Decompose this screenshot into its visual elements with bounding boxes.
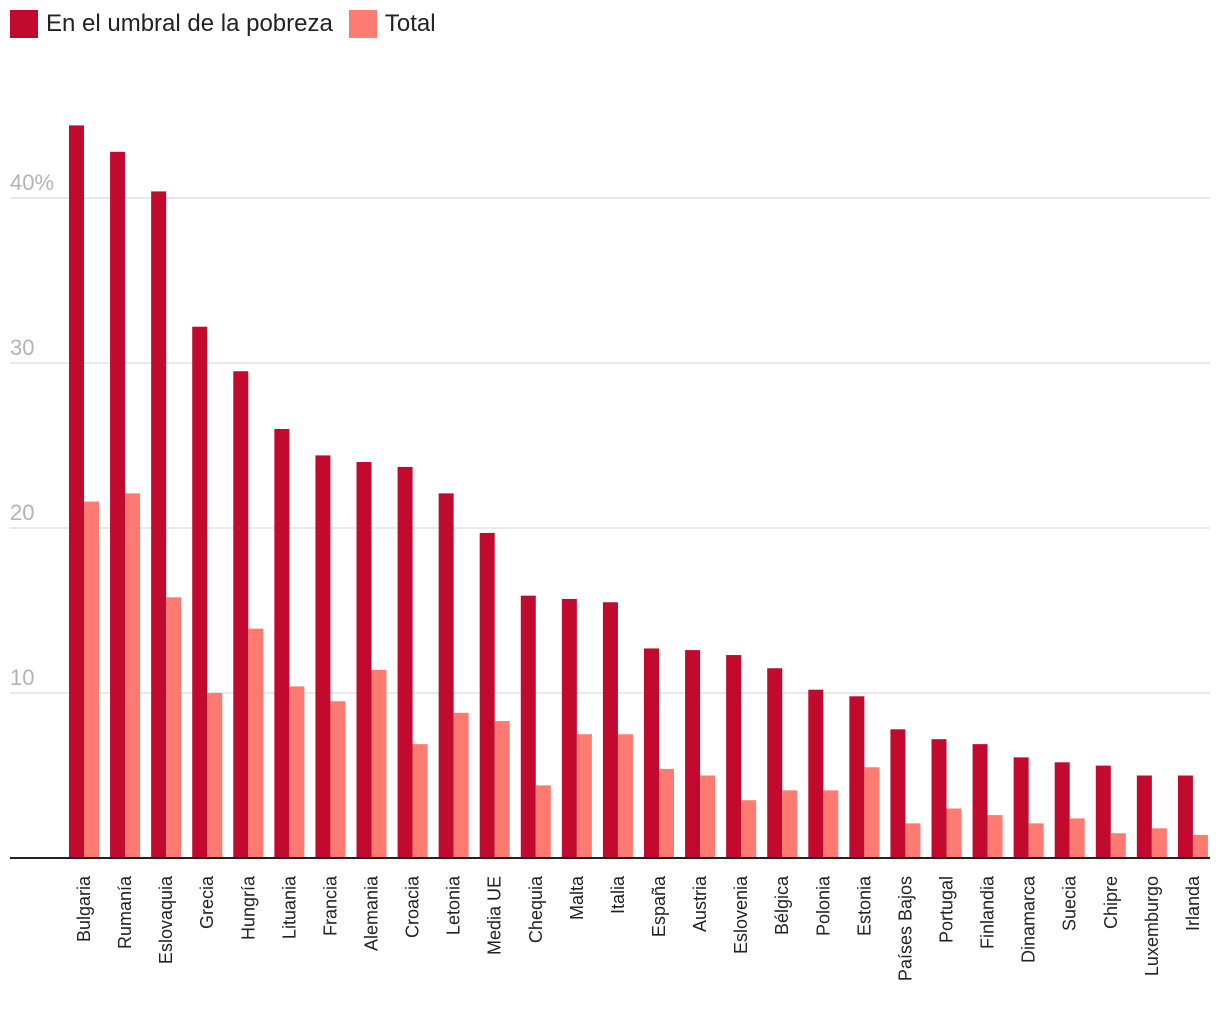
bar-total-6 (330, 701, 346, 858)
bar-umbral-23 (1013, 757, 1029, 858)
bar-total-10 (494, 721, 510, 858)
legend-swatch-umbral (10, 10, 38, 38)
bar-umbral-22 (972, 744, 988, 858)
legend-label-umbral: En el umbral de la pobreza (46, 10, 333, 37)
x-tick-label: Lituania (279, 875, 299, 939)
bar-total-14 (659, 768, 674, 858)
x-tick-label: Chipre (1101, 876, 1121, 929)
bar-total-15 (700, 775, 716, 858)
x-tick-label: Estonia (854, 875, 874, 936)
bar-umbral-9 (438, 493, 454, 858)
x-tick-label: Letonia (444, 875, 464, 935)
x-tick-label: España (649, 875, 669, 937)
x-tick-label: Chequia (526, 875, 546, 943)
y-tick-label: 10 (10, 665, 34, 690)
bar-umbral-25 (1095, 765, 1111, 858)
bar-total-9 (453, 712, 469, 858)
y-tick-label: 30 (10, 335, 34, 360)
bar-total-3 (207, 693, 223, 858)
bar-umbral-17 (767, 668, 783, 858)
bar-total-13 (617, 734, 633, 858)
bar-umbral-14 (644, 648, 659, 858)
bar-total-26 (1151, 828, 1167, 858)
bar-umbral-10 (479, 532, 495, 858)
x-tick-label: Italia (608, 875, 628, 914)
x-tick-label: Francia (320, 875, 340, 936)
bar-total-18 (823, 790, 839, 858)
legend-item-umbral: En el umbral de la pobreza (10, 10, 333, 38)
bar-umbral-20 (890, 729, 906, 858)
bar-total-24 (1069, 818, 1085, 858)
legend: En el umbral de la pobreza Total (10, 10, 452, 38)
x-tick-label: Rumanía (115, 875, 135, 949)
x-tick-label: Irlanda (1183, 875, 1203, 931)
bar-umbral-15 (685, 650, 701, 858)
bar-umbral-26 (1136, 775, 1152, 858)
bar-total-2 (166, 597, 182, 858)
bar-umbral-6 (315, 455, 331, 858)
x-tick-label: Alemania (362, 875, 382, 951)
bar-total-19 (864, 767, 880, 858)
bar-umbral-11 (520, 595, 536, 858)
x-tick-label: Países Bajos (895, 876, 915, 981)
bar-total-22 (987, 815, 1003, 858)
legend-item-total: Total (348, 10, 436, 38)
bar-umbral-24 (1054, 762, 1070, 858)
bar-total-11 (535, 785, 551, 858)
x-tick-label: Bulgaria (74, 875, 94, 942)
bar-umbral-27 (1177, 775, 1193, 858)
bar-umbral-21 (931, 739, 947, 858)
x-tick-label: Suecia (1060, 875, 1080, 931)
bar-umbral-16 (726, 655, 742, 858)
x-tick-label: Finlandia (978, 875, 998, 949)
bar-total-12 (576, 734, 592, 858)
bar-total-7 (371, 669, 387, 858)
x-tick-label: Malta (567, 875, 587, 920)
bar-umbral-1 (110, 151, 126, 859)
bar-total-27 (1192, 834, 1208, 858)
x-tick-label: Portugal (937, 876, 957, 943)
bar-umbral-12 (561, 598, 577, 858)
x-tick-label: Dinamarca (1019, 875, 1039, 963)
x-tick-label: Polonia (813, 875, 833, 936)
bar-total-4 (248, 628, 264, 858)
bar-umbral-8 (397, 466, 413, 858)
bar-umbral-2 (151, 191, 167, 858)
bar-total-23 (1028, 823, 1044, 858)
bar-umbral-13 (602, 602, 618, 858)
x-tick-label: Austria (690, 875, 710, 932)
x-tick-label: Luxemburgo (1142, 876, 1162, 976)
bar-total-8 (412, 744, 428, 858)
x-tick-label: Bélgica (772, 875, 792, 935)
y-tick-label: 20 (10, 500, 34, 525)
bar-umbral-4 (233, 371, 249, 858)
x-tick-label: Media UE (485, 876, 505, 955)
bar-umbral-3 (192, 326, 208, 858)
bar-total-0 (84, 501, 99, 858)
bar-umbral-18 (808, 689, 824, 858)
x-tick-label: Hungría (238, 875, 258, 940)
x-tick-label: Croacia (403, 875, 423, 938)
bar-total-21 (946, 808, 962, 858)
legend-label-total: Total (384, 10, 436, 37)
x-tick-label: Eslovenia (731, 875, 751, 954)
bar-total-5 (289, 686, 305, 858)
bar-umbral-5 (274, 429, 290, 858)
bar-umbral-0 (69, 125, 84, 858)
bar-umbral-7 (356, 462, 372, 858)
bar-total-20 (905, 823, 921, 858)
y-tick-label: 40% (10, 170, 54, 195)
bar-total-16 (741, 800, 757, 858)
x-tick-label: Eslovaquia (156, 875, 176, 964)
bar-total-1 (125, 493, 141, 858)
bar-umbral-19 (849, 696, 865, 858)
bar-total-25 (1110, 833, 1126, 858)
x-tick-label: Grecia (197, 875, 217, 929)
bar-total-17 (782, 790, 798, 858)
legend-swatch-total (348, 10, 377, 38)
